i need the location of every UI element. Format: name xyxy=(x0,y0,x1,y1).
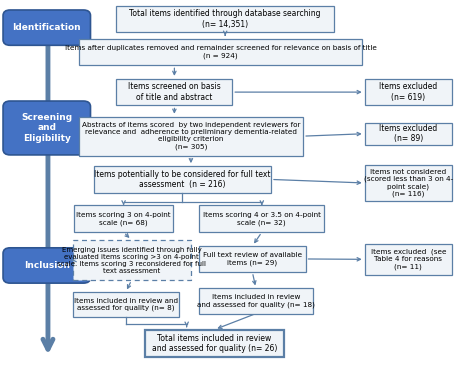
FancyBboxPatch shape xyxy=(3,248,91,283)
FancyBboxPatch shape xyxy=(199,206,324,232)
Text: Inclusion: Inclusion xyxy=(24,261,70,270)
FancyBboxPatch shape xyxy=(79,38,362,65)
FancyBboxPatch shape xyxy=(73,240,191,280)
Text: Items included in review
and assessed for quality (n= 18): Items included in review and assessed fo… xyxy=(197,294,315,308)
FancyBboxPatch shape xyxy=(365,79,452,106)
Text: Items scoring 3 on 4-point
scale (n= 68): Items scoring 3 on 4-point scale (n= 68) xyxy=(76,212,171,226)
Text: Total items included in review
and assessed for quality (n= 26): Total items included in review and asses… xyxy=(152,334,277,353)
FancyBboxPatch shape xyxy=(199,288,313,314)
FancyBboxPatch shape xyxy=(3,101,91,155)
FancyBboxPatch shape xyxy=(79,117,303,156)
Text: Items potentially to be considered for full text
assessment  (n = 216): Items potentially to be considered for f… xyxy=(94,170,271,189)
Text: Identification: Identification xyxy=(12,23,81,32)
FancyBboxPatch shape xyxy=(3,10,91,45)
Text: Emerging issues identified through fully
evaluated items scoring >3 on 4-point
s: Emerging issues identified through fully… xyxy=(57,247,206,273)
FancyBboxPatch shape xyxy=(365,165,452,201)
FancyBboxPatch shape xyxy=(117,79,232,106)
FancyBboxPatch shape xyxy=(199,246,306,272)
FancyBboxPatch shape xyxy=(94,166,271,193)
FancyBboxPatch shape xyxy=(145,330,284,357)
Text: Items after duplicates removed and remainder screened for relevance on basis of : Items after duplicates removed and remai… xyxy=(64,45,376,59)
FancyBboxPatch shape xyxy=(73,292,179,317)
Text: Items included in review and
assessed for quality (n= 8): Items included in review and assessed fo… xyxy=(73,298,178,311)
FancyBboxPatch shape xyxy=(74,206,173,232)
Text: Items excluded
(n= 619): Items excluded (n= 619) xyxy=(379,82,438,102)
Text: Items screened on basis
of title and abstract: Items screened on basis of title and abs… xyxy=(128,82,221,102)
FancyBboxPatch shape xyxy=(365,244,452,275)
Text: Items excluded  (see
Table 4 for reasons
(n= 11): Items excluded (see Table 4 for reasons … xyxy=(371,249,446,270)
Text: Full text review of available
items (n= 29): Full text review of available items (n= … xyxy=(203,252,302,266)
Text: Abstracts of items scored  by two independent reviewers for
relevance and  adher: Abstracts of items scored by two indepen… xyxy=(82,122,300,150)
Text: Screening
and
Eligibility: Screening and Eligibility xyxy=(21,113,73,143)
Text: Items excluded
(n= 89): Items excluded (n= 89) xyxy=(379,124,438,144)
FancyBboxPatch shape xyxy=(365,123,452,144)
FancyBboxPatch shape xyxy=(117,6,334,32)
Text: Total items identified through database searching
(n= 14,351): Total items identified through database … xyxy=(129,9,321,29)
Text: Items not considered
(scored less than 3 on 4-
point scale)
(n= 116): Items not considered (scored less than 3… xyxy=(364,169,453,197)
Text: Items scoring 4 or 3.5 on 4-point
scale (n= 32): Items scoring 4 or 3.5 on 4-point scale … xyxy=(203,212,321,226)
